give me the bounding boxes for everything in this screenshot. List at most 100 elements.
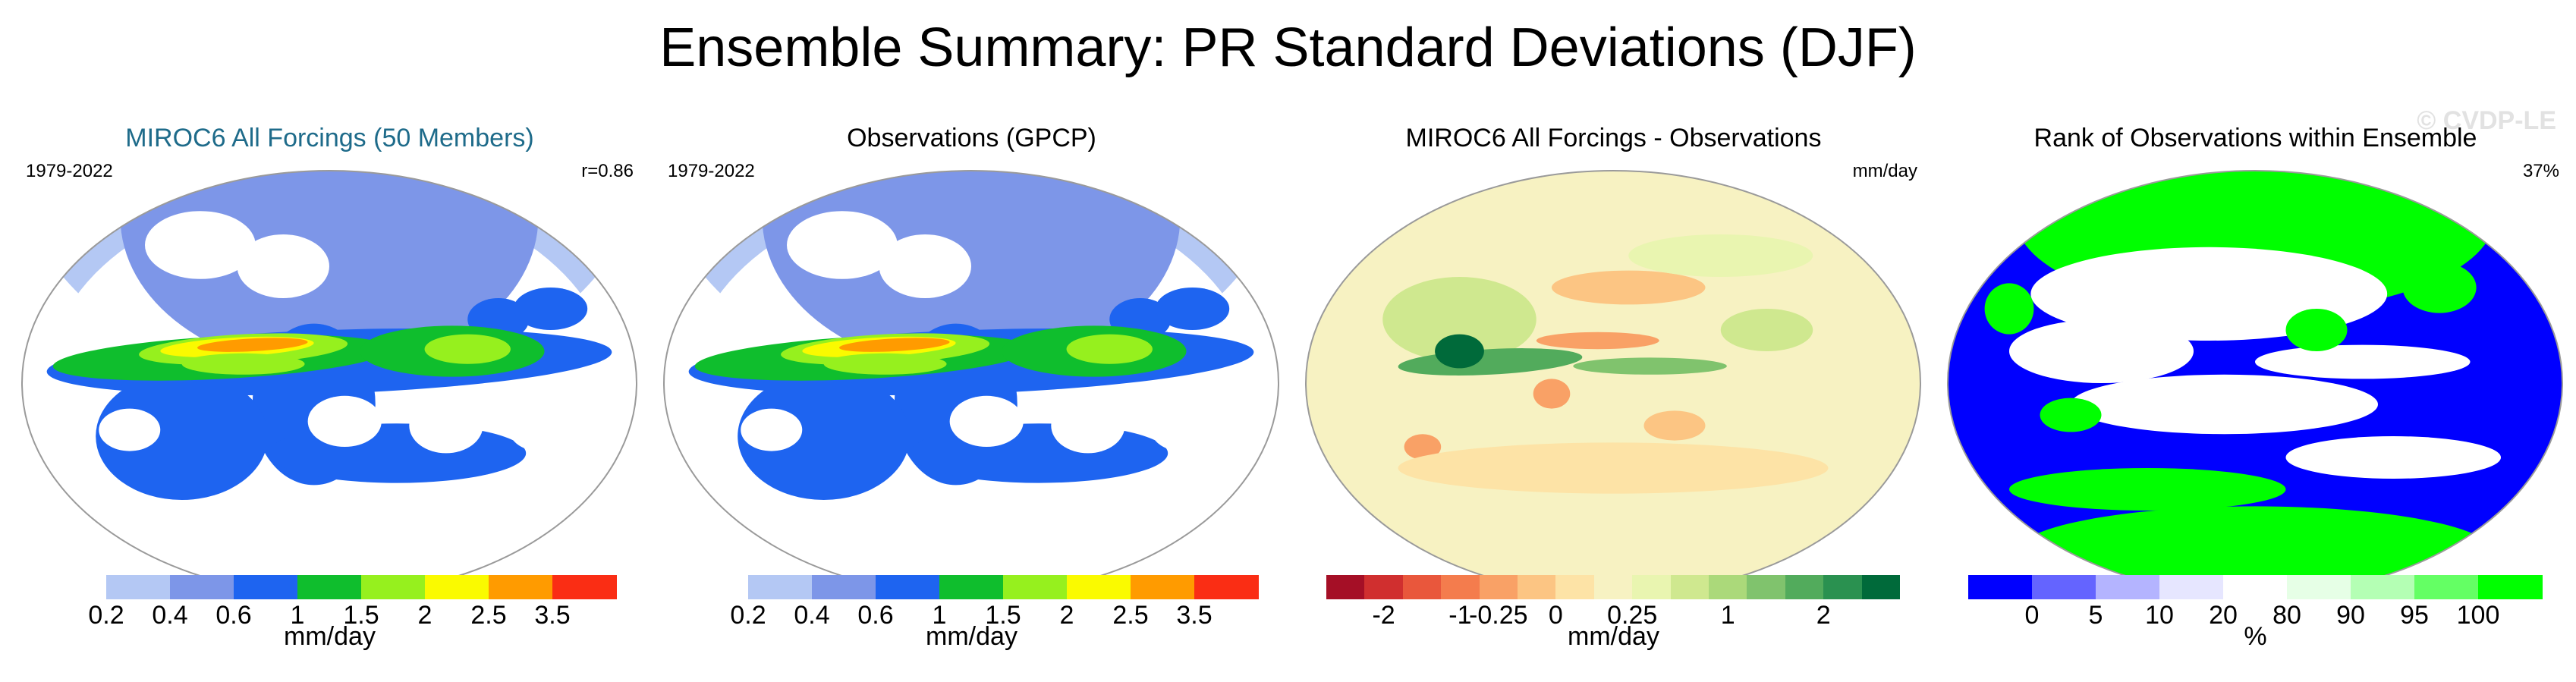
colorbar-tick-label: 1 bbox=[290, 601, 305, 630]
panel-period-label: 1979-2022 bbox=[26, 161, 113, 181]
map-field-region bbox=[1720, 309, 1813, 351]
colorbar-swatch bbox=[1555, 575, 1595, 599]
colorbar-tick-label: 0 bbox=[2024, 601, 2040, 630]
colorbar-swatch bbox=[1861, 575, 1901, 599]
panel-title: MIROC6 All Forcings - Observations bbox=[1405, 124, 1822, 152]
colorbar-swatch bbox=[1747, 575, 1786, 599]
colorbar-swatch bbox=[1441, 575, 1480, 599]
map-field-region bbox=[2402, 262, 2477, 313]
world-map bbox=[1947, 170, 2563, 596]
map-field-region bbox=[2040, 398, 2102, 432]
colorbar-swatch bbox=[2159, 575, 2224, 599]
colorbar-swatch bbox=[876, 575, 940, 599]
colorbar bbox=[684, 575, 1259, 599]
colorbar-swatch bbox=[1785, 575, 1824, 599]
world-map bbox=[21, 170, 637, 596]
colorbar-swatch bbox=[1131, 575, 1195, 599]
colorbar-swatch bbox=[2032, 575, 2096, 599]
map-field-region bbox=[1536, 332, 1659, 350]
map-field-region bbox=[307, 395, 382, 447]
map-field-region bbox=[1552, 270, 1706, 305]
colorbar-swatch bbox=[552, 575, 617, 599]
map-field-region bbox=[787, 211, 898, 279]
colorbar-tick-label: 0 bbox=[1548, 601, 1563, 630]
colorbar-tick-label: 10 bbox=[2145, 601, 2174, 630]
colorbar-tick-label: 1 bbox=[1720, 601, 1735, 630]
map-field-region bbox=[738, 372, 910, 500]
colorbar-swatch bbox=[1709, 575, 1747, 599]
map-field-region bbox=[910, 423, 1168, 483]
colorbar-swatch bbox=[170, 575, 234, 599]
colorbar-units: % bbox=[2244, 622, 2267, 651]
map-field-region bbox=[1051, 398, 1125, 454]
colorbar-tick-label: 0.6 bbox=[215, 601, 252, 630]
colorbar-tick-label: 0.2 bbox=[730, 601, 766, 630]
map-field-region bbox=[1984, 283, 2034, 335]
map-field-region bbox=[1382, 277, 1536, 362]
map-field bbox=[664, 171, 1279, 579]
colorbar-tick-label: 0.6 bbox=[857, 601, 894, 630]
colorbar-tick-label: -1 bbox=[1448, 601, 1472, 630]
map-field-region bbox=[2009, 319, 2194, 383]
map-field-region bbox=[99, 408, 161, 451]
colorbar-swatch bbox=[2096, 575, 2160, 599]
map-field-region bbox=[762, 171, 1181, 371]
colorbar-swatch bbox=[1326, 575, 1365, 599]
colorbar-tick-label: 1.5 bbox=[985, 601, 1021, 630]
figure-title: Ensemble Summary: PR Standard Deviations… bbox=[659, 17, 1917, 78]
map-field-region bbox=[507, 400, 569, 451]
colorbar-swatch bbox=[234, 575, 298, 599]
colorbar-tick-label: -0.25 bbox=[1469, 601, 1528, 630]
map-field-region bbox=[197, 338, 308, 352]
colorbar-units: mm/day bbox=[926, 622, 1018, 651]
map-field-region bbox=[879, 234, 971, 298]
map-field-region bbox=[1149, 400, 1211, 451]
map-field-region bbox=[2285, 436, 2501, 479]
map-field-region bbox=[2255, 344, 2471, 379]
colorbar-swatch bbox=[42, 575, 107, 599]
map-field-region bbox=[1573, 357, 1727, 375]
map-field-region bbox=[741, 408, 803, 451]
colorbar-swatch bbox=[1518, 575, 1556, 599]
panel-period-label: 1979-2022 bbox=[668, 161, 755, 181]
colorbar-swatch bbox=[1479, 575, 1518, 599]
colorbar-tick-label: 2.5 bbox=[470, 601, 507, 630]
colorbar-tick-label: 0.4 bbox=[152, 601, 188, 630]
colorbar-swatch bbox=[297, 575, 362, 599]
colorbar-swatch bbox=[489, 575, 553, 599]
colorbar-tick-label: 2.5 bbox=[1112, 601, 1149, 630]
map-field-region bbox=[181, 353, 305, 375]
colorbar-swatch bbox=[1364, 575, 1404, 599]
colorbar-swatch bbox=[2223, 575, 2288, 599]
colorbar-tick-label: 90 bbox=[2336, 601, 2365, 630]
colorbar-swatch bbox=[1823, 575, 1863, 599]
panel-percent-label: 37% bbox=[2522, 161, 2559, 181]
map-field-region bbox=[96, 372, 268, 500]
colorbar-swatch bbox=[425, 575, 489, 599]
colorbar-tick-label: 5 bbox=[2088, 601, 2103, 630]
map-field-region bbox=[1643, 410, 1706, 441]
map-field-region bbox=[1435, 334, 1484, 369]
colorbar-tick-label: 100 bbox=[2456, 601, 2500, 630]
colorbar-swatch bbox=[812, 575, 876, 599]
map-field-region bbox=[1156, 288, 1230, 330]
colorbar-tick-label: 2 bbox=[1816, 601, 1831, 630]
panel-units-label: mm/day bbox=[1852, 161, 1917, 181]
map-field-region bbox=[1066, 334, 1153, 364]
map-field-region bbox=[823, 353, 947, 375]
map-field-region bbox=[1533, 379, 1571, 409]
colorbar-swatch bbox=[1402, 575, 1442, 599]
map-field-region bbox=[838, 338, 950, 352]
colorbar-tick-label: 0.4 bbox=[794, 601, 830, 630]
colorbar-tick-label: -2 bbox=[1372, 601, 1395, 630]
map-field-region bbox=[2071, 374, 2378, 435]
colorbar-tick-label: 0.25 bbox=[1607, 601, 1658, 630]
colorbar-swatch bbox=[106, 575, 171, 599]
map-field-region bbox=[120, 171, 539, 371]
colorbar-swatch bbox=[2478, 575, 2543, 599]
colorbar-swatch bbox=[2414, 575, 2479, 599]
map-field-region bbox=[514, 288, 588, 330]
map-field bbox=[1948, 171, 2562, 596]
world-map bbox=[1305, 170, 1921, 596]
map-field-region bbox=[268, 423, 527, 483]
